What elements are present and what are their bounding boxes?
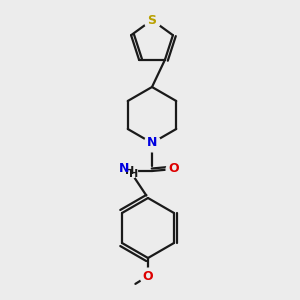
Text: O: O [143, 269, 153, 283]
Text: N: N [147, 136, 157, 149]
Text: H: H [129, 169, 139, 179]
Text: S: S [148, 14, 157, 26]
Text: N: N [119, 161, 129, 175]
Text: H: H [125, 166, 135, 176]
Text: O: O [169, 163, 179, 176]
